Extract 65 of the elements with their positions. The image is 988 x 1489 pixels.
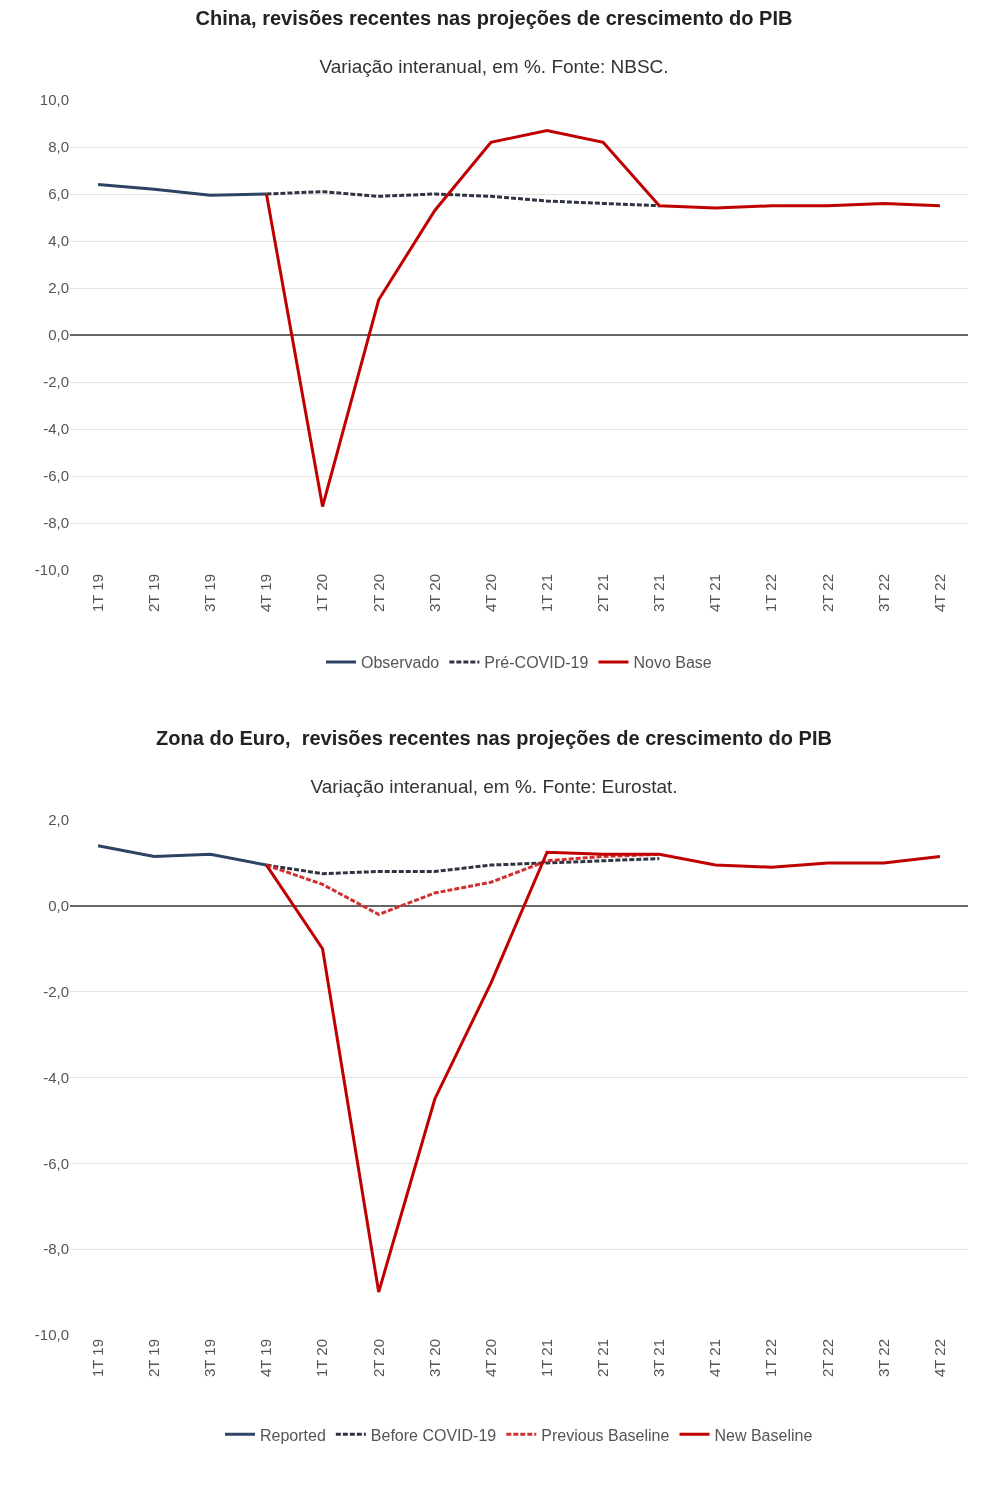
x-tick-label: 2T 20 xyxy=(369,1339,387,1378)
legend-label: Novo Base xyxy=(633,654,712,672)
x-tick-label: 3T 19 xyxy=(201,1339,219,1378)
x-tick-label: 1T 19 xyxy=(88,1339,106,1378)
y-tick-label: 8,0 xyxy=(48,138,69,156)
legend-label: Observado xyxy=(361,654,440,672)
x-tick-label: 2T 19 xyxy=(145,574,163,613)
x-tick-label: 1T 20 xyxy=(313,1339,331,1378)
x-tick-label: 4T 19 xyxy=(257,574,275,613)
y-tick-label: 0,0 xyxy=(48,326,69,344)
y-tick-label: -8,0 xyxy=(43,514,69,532)
x-tick-label: 3T 22 xyxy=(874,1339,892,1378)
x-tick-label: 3T 21 xyxy=(650,1339,668,1378)
y-tick-label: 4,0 xyxy=(48,232,69,250)
y-tick-label: 2,0 xyxy=(48,279,69,297)
x-tick-label: 3T 22 xyxy=(874,574,892,613)
x-tick-label: 1T 20 xyxy=(313,574,331,613)
x-tick-label: 2T 22 xyxy=(818,1339,836,1378)
chart-subtitle: Variação interanual, em %. Fonte: NBSC. xyxy=(319,55,669,77)
y-tick-label: -10,0 xyxy=(34,1326,69,1344)
x-tick-label: 4T 22 xyxy=(930,1339,948,1378)
x-tick-label: 2T 22 xyxy=(818,574,836,613)
x-tick-label: 4T 21 xyxy=(706,1339,724,1378)
y-tick-label: -2,0 xyxy=(43,982,69,1000)
y-tick-label: 2,0 xyxy=(48,811,69,829)
x-tick-label: 1T 19 xyxy=(88,574,106,613)
legend-label: Previous Baseline xyxy=(541,1426,670,1444)
y-tick-label: 6,0 xyxy=(48,185,69,203)
y-tick-label: -10,0 xyxy=(34,561,69,579)
legend-label: Reported xyxy=(260,1426,326,1444)
legend-label: New Baseline xyxy=(714,1426,813,1444)
x-tick-label: 4T 22 xyxy=(930,574,948,613)
x-tick-label: 3T 20 xyxy=(425,1339,443,1378)
line-series xyxy=(264,129,942,509)
x-tick-label: 1T 21 xyxy=(537,1339,555,1378)
y-tick-label: 10,0 xyxy=(39,91,69,109)
line-series xyxy=(264,850,942,1294)
y-tick-label: -4,0 xyxy=(43,1068,69,1086)
x-tick-label: 1T 22 xyxy=(762,1339,780,1378)
x-tick-label: 1T 22 xyxy=(762,574,780,613)
x-tick-label: 2T 21 xyxy=(594,574,612,613)
legend-label: Pré-COVID-19 xyxy=(484,654,589,672)
x-tick-label: 2T 19 xyxy=(145,1339,163,1378)
x-tick-label: 3T 21 xyxy=(650,574,668,613)
x-tick-label: 2T 20 xyxy=(369,574,387,613)
x-tick-label: 3T 19 xyxy=(201,574,219,613)
y-tick-label: -2,0 xyxy=(43,373,69,391)
y-tick-label: -6,0 xyxy=(43,467,69,485)
chart-subtitle: Variação interanual, em %. Fonte: Eurostat. xyxy=(310,776,678,798)
x-tick-label: 4T 19 xyxy=(257,1339,275,1378)
x-tick-label: 2T 21 xyxy=(594,1339,612,1378)
y-tick-label: 0,0 xyxy=(48,897,69,915)
x-tick-label: 4T 20 xyxy=(481,1339,499,1378)
x-tick-label: 4T 21 xyxy=(706,574,724,613)
x-tick-label: 4T 20 xyxy=(481,574,499,613)
line-series xyxy=(96,844,268,867)
legend-label: Before COVID-19 xyxy=(370,1426,497,1444)
chart-title: Zona do Euro, revisões recentes nas projeções de crescimento do PIB xyxy=(156,727,832,750)
x-tick-label: 1T 21 xyxy=(537,574,555,613)
line-series xyxy=(96,183,268,197)
x-tick-label: 3T 20 xyxy=(425,574,443,613)
y-tick-label: -4,0 xyxy=(43,420,69,438)
chart-title: China, revisões recentes nas projeções de crescimento do PIB xyxy=(195,6,793,29)
y-tick-label: -6,0 xyxy=(43,1154,69,1172)
y-tick-label: -8,0 xyxy=(43,1240,69,1258)
